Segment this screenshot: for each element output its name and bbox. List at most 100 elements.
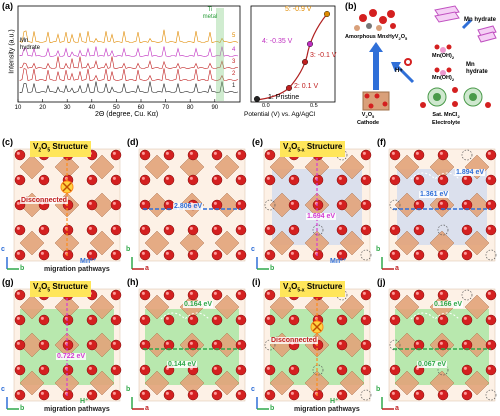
structure-title-title_word: Structure (304, 282, 343, 291)
oxygen-atom (413, 174, 425, 186)
oxygen-atom (139, 149, 151, 161)
oxygen-atom (163, 249, 175, 261)
axis-label-vertical: c (1, 386, 5, 393)
oxygen-atom (139, 174, 151, 186)
oxygen-atom (235, 364, 247, 376)
vo-polyhedron (304, 154, 330, 180)
oxygen-atom (360, 314, 372, 326)
cv-point-2: 2: 0.1 V (294, 83, 319, 90)
structure-title-title_v: V (33, 142, 39, 151)
oxygen-atom (62, 389, 74, 401)
oxygen-highlight (338, 201, 342, 205)
oxygen-highlight (189, 316, 193, 320)
oxygen-atom (389, 314, 401, 326)
oxygen-highlight (237, 226, 241, 230)
oxygen-atom (389, 389, 401, 401)
b-amorphous-o-sub: 5 (405, 36, 408, 42)
vo-polyhedron (179, 370, 205, 396)
oxygen-atom (336, 199, 348, 211)
xrd-xtick-label: 20 (39, 105, 46, 111)
b-amorphous-end: 2 (398, 36, 401, 42)
oxygen-highlight (362, 151, 366, 155)
vo-polyhedron (214, 370, 240, 396)
b-cathode-label: V2O5 Cathode (357, 112, 379, 127)
xrd-xlabel: 2Θ (degree, Cu. Kα) (95, 111, 159, 118)
axis-label-horizontal: a (395, 265, 399, 272)
energy-barrier-1: 0.166 eV (433, 301, 464, 308)
blocked-x-icon (312, 322, 322, 332)
oxygen-atom (461, 224, 473, 236)
oxygen-highlight (141, 391, 145, 395)
oxygen-atom (312, 174, 324, 186)
migration-pathways-label: migration pathways (44, 266, 110, 273)
structure-title-title_o: O (291, 142, 298, 151)
oxygen-atom (62, 314, 74, 326)
oxygen-highlight (16, 176, 20, 180)
oxygen-atom (336, 364, 348, 376)
oxygen-atom (211, 149, 223, 161)
oxygen-highlight (338, 226, 342, 230)
oxygen-highlight (487, 201, 491, 205)
oxygen-atom (336, 314, 348, 326)
oxygen-highlight (266, 391, 270, 395)
xrd-curve-1 (19, 81, 239, 93)
oxygen-highlight (40, 341, 44, 345)
oxygen-highlight (141, 366, 145, 370)
oxygen-highlight (213, 316, 217, 320)
oxygen-atom (360, 289, 372, 301)
oxygen-highlight (237, 201, 241, 205)
vo-polyhedron (19, 230, 45, 256)
oxygen-atom (288, 199, 300, 211)
oxygen-vacancy (360, 249, 372, 261)
vo-polyhedron (394, 230, 420, 256)
xrd-xtick-label: 60 (138, 105, 145, 111)
crystal-panel-h: (h) b a 0.164 eV 0.144 eV (125, 277, 250, 416)
oxygen-atom (14, 224, 26, 236)
axis-label-horizontal: a (145, 405, 149, 412)
vo-polyhedron (214, 294, 240, 320)
oxygen-highlight (487, 176, 491, 180)
oxygen-highlight (391, 176, 395, 180)
oxygen-atom (264, 389, 276, 401)
oxygen-atom (288, 249, 300, 261)
oxygen-highlight (290, 176, 294, 180)
oxygen-atom (235, 149, 247, 161)
axis-label-vertical: c (251, 386, 255, 393)
xrd-curve-3 (19, 56, 239, 69)
oxygen-atom (389, 364, 401, 376)
oxygen-highlight (439, 251, 443, 255)
oxygen-atom (110, 339, 122, 351)
oxygen-highlight (112, 316, 116, 320)
panel-label-d: (d) (127, 137, 139, 147)
xrd-xtick-label: 10 (15, 105, 22, 111)
oxygen-atom (110, 389, 122, 401)
oxygen-atom (187, 314, 199, 326)
oxygen-atom (461, 364, 473, 376)
oxygen-atom (235, 314, 247, 326)
oxygen-atom (437, 149, 449, 161)
oxygen-vacancy (485, 389, 497, 401)
oxygen-vacancy (360, 389, 372, 401)
oxygen-atom (38, 314, 50, 326)
oxygen-atom (139, 389, 151, 401)
oxygen-highlight (40, 251, 44, 255)
vo-polyhedron (394, 154, 420, 180)
panel-label-i: (i) (252, 277, 261, 287)
oxygen-atom (312, 249, 324, 261)
cv-point-marker-2 (286, 84, 293, 91)
oxygen-atom (389, 149, 401, 161)
oxygen-highlight (88, 226, 92, 230)
b-mn-hydrate-2: Mn hydrate (466, 62, 488, 75)
oxygen-atom (38, 389, 50, 401)
oxygen-atom (437, 389, 449, 401)
oxygen-highlight (391, 226, 395, 230)
oxygen-highlight (290, 251, 294, 255)
oxygen-highlight (141, 201, 145, 205)
oxygen-highlight (165, 176, 169, 180)
migration-arc (410, 172, 460, 180)
axis-label-vertical: b (376, 246, 381, 253)
oxygen-atom (163, 389, 175, 401)
vo-polyhedron (144, 230, 170, 256)
oxygen-atom (14, 339, 26, 351)
oxygen-highlight (189, 251, 193, 255)
